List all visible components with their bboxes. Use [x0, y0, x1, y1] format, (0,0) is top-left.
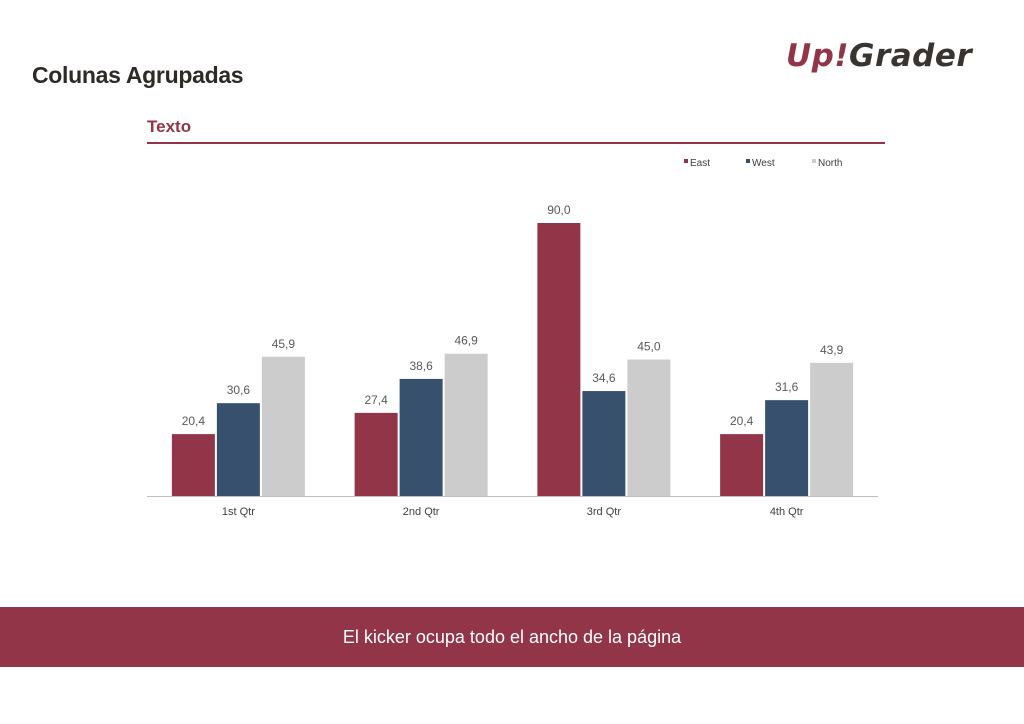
- brand-logo: Up!Grader: [786, 38, 972, 74]
- bar-east-1: [171, 434, 215, 496]
- data-label-west-4: 31,6: [775, 380, 799, 394]
- data-label-east-2: 27,4: [364, 393, 388, 407]
- grouped-bar-chart: 20,4 30,6 45,9 1st Qtr 27,4 38,6 46,9 2nd Qtr 90…: [147, 158, 878, 518]
- data-label-west-3: 34,6: [592, 371, 616, 385]
- bar-north-1: [261, 356, 305, 496]
- data-label-north-2: 46,9: [454, 334, 478, 348]
- logo-grader-text: Grader: [849, 38, 973, 74]
- bar-east-4: [720, 434, 764, 496]
- legend-label-north: North: [818, 158, 842, 169]
- bar-west-3: [582, 391, 626, 496]
- kicker-banner: El kicker ocupa todo el ancho de la pági…: [0, 607, 1024, 667]
- section-title: Texto: [147, 117, 192, 136]
- logo-bang-text: !: [834, 38, 850, 74]
- bar-north-4: [810, 362, 854, 496]
- data-label-east-4: 20,4: [730, 414, 754, 428]
- bar-west-4: [765, 400, 809, 496]
- x-tick-label: 2nd Qtr: [403, 506, 440, 518]
- data-label-east-3: 90,0: [547, 203, 571, 217]
- data-label-west-1: 30,6: [227, 383, 251, 397]
- legend-swatch-north: [812, 159, 816, 163]
- bar-east-2: [354, 412, 398, 496]
- bar-west-2: [399, 378, 443, 496]
- x-tick-label: 4th Qtr: [770, 506, 804, 518]
- data-label-north-3: 45,0: [637, 340, 661, 354]
- bar-north-3: [627, 359, 671, 496]
- data-label-east-1: 20,4: [182, 414, 206, 428]
- legend-swatch-west: [746, 159, 750, 163]
- logo-up-text: Up: [786, 38, 835, 74]
- data-label-west-2: 38,6: [409, 359, 433, 373]
- data-label-north-1: 45,9: [272, 337, 296, 351]
- x-tick-label: 1st Qtr: [222, 506, 255, 518]
- legend-label-west: West: [752, 158, 775, 169]
- x-tick-label: 3rd Qtr: [587, 506, 622, 518]
- bar-west-1: [216, 403, 260, 496]
- legend-label-east: East: [690, 158, 710, 169]
- bar-north-2: [444, 353, 488, 496]
- bar-east-3: [537, 223, 581, 496]
- kicker-text: El kicker ocupa todo el ancho de la pági…: [342, 626, 682, 647]
- data-label-north-4: 43,9: [820, 343, 844, 357]
- section-divider: [147, 142, 885, 144]
- legend-swatch-east: [684, 159, 688, 163]
- page-title: Colunas Agrupadas: [32, 62, 244, 88]
